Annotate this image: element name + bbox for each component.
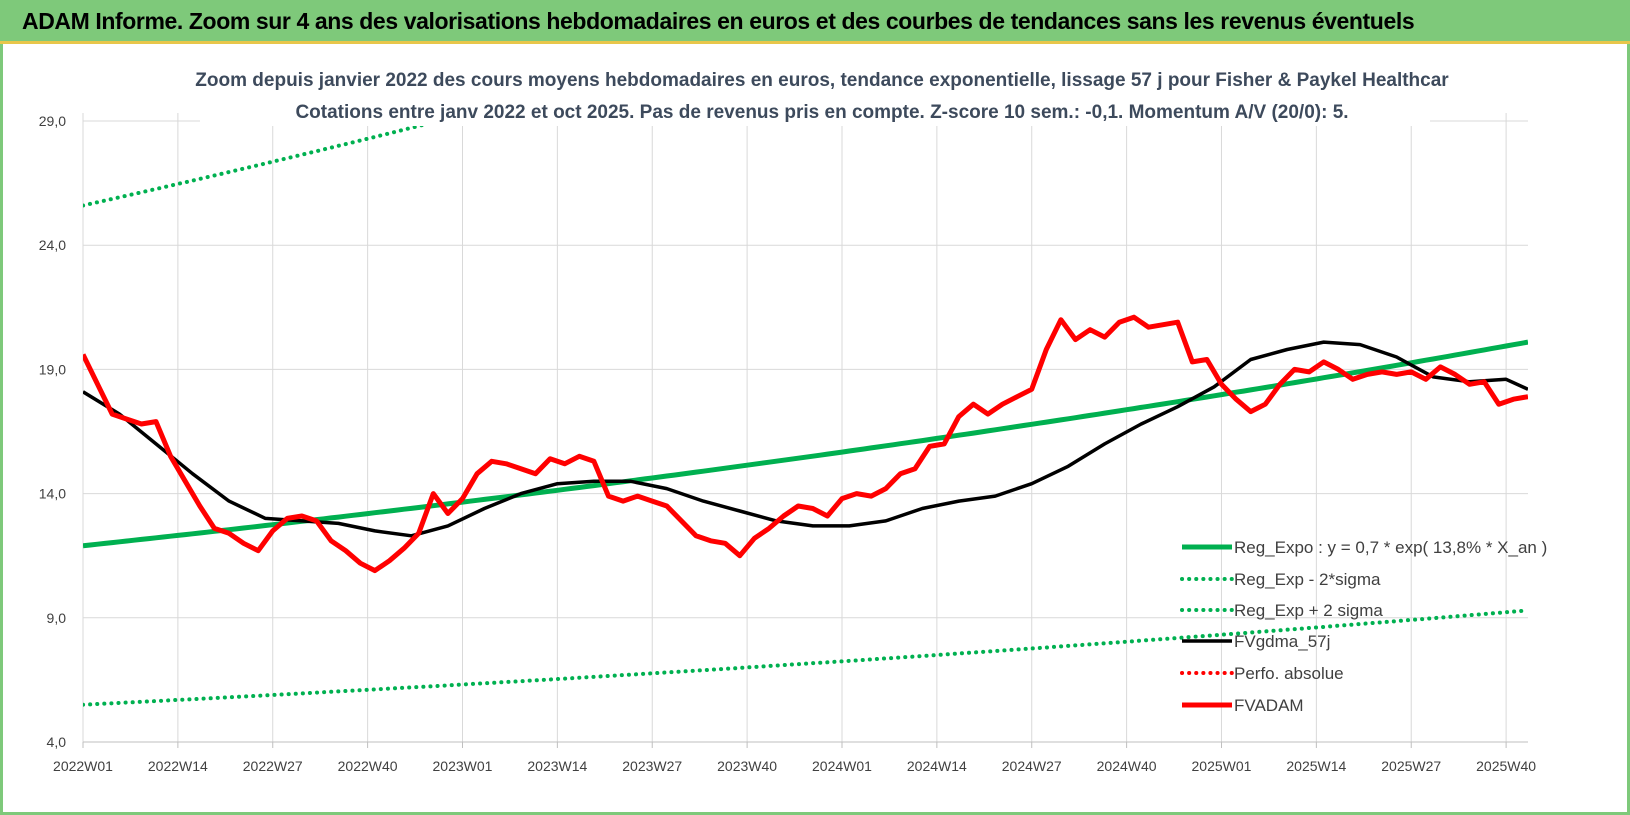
chart-frame (0, 44, 1630, 815)
x-tick-label: 2023W01 (433, 758, 493, 774)
y-tick-label: 29,0 (39, 113, 66, 129)
series-line-reg-expo-y-0-7-exp-13-8-x-an (83, 339, 1528, 549)
x-tick-label: 2023W40 (717, 758, 777, 774)
x-tick-label: 2025W01 (1192, 758, 1252, 774)
x-tick-label: 2024W14 (907, 758, 967, 774)
y-tick-label: 9,0 (47, 610, 67, 626)
chart-grid (82, 113, 1528, 748)
y-tick-label: 24,0 (39, 237, 66, 253)
series-line-reg-exp-2-sigma (83, 90, 567, 208)
title-backdrop (200, 64, 1430, 126)
chart-legend: Reg_Expo : y = 0,7 * exp( 13,8% * X_an )… (1180, 538, 1547, 715)
x-tick-label: 2024W40 (1097, 758, 1157, 774)
series-line-fvgdma-57j (83, 340, 1528, 538)
legend-label: Reg_Exp - 2*sigma (1234, 570, 1381, 589)
series-line-reg-exp-2-sigma (83, 608, 1528, 707)
x-tick-label: 2025W40 (1476, 758, 1536, 774)
legend-label: Perfo. absolue (1234, 664, 1344, 683)
chart-series (83, 90, 1528, 707)
x-tick-label: 2022W40 (338, 758, 398, 774)
x-tick-label: 2025W27 (1381, 758, 1441, 774)
x-tick-label: 2024W01 (812, 758, 872, 774)
legend-label: FVADAM (1234, 696, 1304, 715)
report-title: ADAM Informe. Zoom sur 4 ans des valoris… (22, 8, 1415, 34)
chart-subtitle: Cotations entre janv 2022 et oct 2025. P… (295, 102, 1348, 123)
x-tick-label: 2023W27 (622, 758, 682, 774)
y-axis-ticks: 29,0 24,0 19,0 14,0 9,0 4,0 (39, 113, 66, 750)
y-tick-label: 19,0 (39, 361, 66, 377)
legend-label: Reg_Exp + 2 sigma (1234, 601, 1383, 620)
x-tick-label: 2022W01 (53, 758, 113, 774)
x-axis-ticks: 2022W01 2022W14 2022W27 2022W40 2023W01 2023W… (53, 758, 1536, 774)
legend-label: Reg_Expo : y = 0,7 * exp( 13,8% * X_an ) (1234, 538, 1547, 557)
x-tick-label: 2023W14 (527, 758, 587, 774)
x-tick-label: 2025W14 (1286, 758, 1346, 774)
x-tick-label: 2022W14 (148, 758, 208, 774)
y-tick-label: 14,0 (39, 486, 66, 502)
report-header: ADAM Informe. Zoom sur 4 ans des valoris… (0, 0, 1630, 44)
series-line-fvadam (83, 314, 1528, 574)
y-tick-label: 4,0 (47, 734, 67, 750)
x-tick-label: 2024W27 (1002, 758, 1062, 774)
x-tick-label: 2022W27 (243, 758, 303, 774)
legend-label: FVgdma_57j (1234, 632, 1330, 651)
chart-title: Zoom depuis janvier 2022 des cours moyen… (195, 70, 1449, 91)
